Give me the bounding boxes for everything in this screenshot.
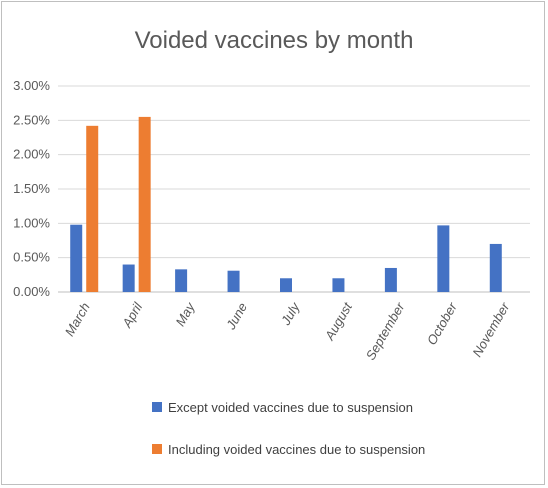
y-tick-label: 3.00% xyxy=(13,78,50,93)
bar-march-series-1 xyxy=(70,224,83,292)
bar-july-series-1 xyxy=(280,278,292,292)
bar-april-series-2 xyxy=(138,116,151,293)
bar-june-series-1 xyxy=(227,270,240,292)
legend-swatch xyxy=(152,444,162,454)
bar-october-series-1 xyxy=(437,225,450,292)
y-axis-ticks: 0.00% 0.50% 1.00% 1.50% 2.00% 2.50% 3.00% xyxy=(13,78,50,299)
y-tick-label: 1.00% xyxy=(13,215,50,230)
bars xyxy=(70,116,502,293)
legend: Except voided vaccines due to suspension… xyxy=(152,400,425,457)
legend-swatch xyxy=(152,402,162,412)
x-tick-label: July xyxy=(278,299,304,329)
x-tick-label: March xyxy=(62,300,93,339)
legend-label: Including voided vaccines due to suspens… xyxy=(168,442,425,457)
x-tick-label: November xyxy=(469,299,512,359)
y-tick-label: 2.00% xyxy=(13,147,50,162)
y-tick-label: 0.00% xyxy=(13,284,50,299)
x-tick-label: April xyxy=(119,299,146,331)
chart-title: Voided vaccines by month xyxy=(135,27,414,54)
x-tick-label: August xyxy=(321,299,355,344)
x-tick-label: October xyxy=(424,299,460,347)
x-axis-ticks: March April May June July August September Octo… xyxy=(62,299,513,363)
gridlines xyxy=(58,85,530,293)
y-tick-label: 2.50% xyxy=(13,112,50,127)
bar-september-series-1 xyxy=(384,267,397,292)
bar-march-series-2 xyxy=(86,125,99,293)
bar-may-series-1 xyxy=(175,269,188,292)
x-tick-label: September xyxy=(363,299,408,362)
bar-november-series-1 xyxy=(489,243,502,292)
y-tick-label: 1.50% xyxy=(13,181,50,196)
bar-august-series-1 xyxy=(332,278,345,292)
bar-april-series-1 xyxy=(122,264,135,292)
y-tick-label: 0.50% xyxy=(13,250,50,265)
x-tick-label: May xyxy=(172,299,198,329)
x-tick-label: June xyxy=(223,300,251,333)
legend-label: Except voided vaccines due to suspension xyxy=(168,400,413,415)
